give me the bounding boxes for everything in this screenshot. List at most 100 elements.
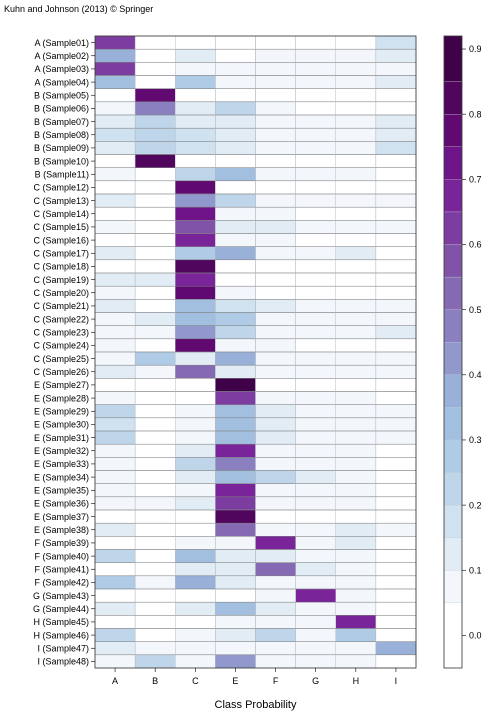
row-label: C (Sample25) [33, 354, 89, 364]
column-label: F [273, 676, 279, 686]
heatmap-cell [134, 536, 176, 550]
heatmap-cell [375, 430, 417, 445]
heatmap-cell [295, 233, 336, 247]
heatmap-cell [134, 154, 176, 168]
heatmap-cell [134, 654, 176, 669]
heatmap-cell [94, 430, 136, 445]
colorbar-swatch [443, 309, 463, 343]
column-label: H [353, 676, 360, 686]
row-label: E (Sample32) [34, 446, 89, 456]
heatmap-cell [175, 457, 216, 471]
heatmap-cell [375, 141, 417, 155]
heatmap-cell [94, 365, 136, 379]
heatmap-cell [175, 286, 216, 300]
heatmap-cell [295, 457, 336, 471]
heatmap-cell [175, 141, 216, 155]
heatmap-cell [295, 641, 336, 655]
colorbar-swatch [443, 472, 463, 506]
row-label: E (Sample36) [34, 499, 89, 509]
colorbar-tick-label: 0.5 [469, 305, 482, 315]
heatmap-cell [134, 338, 176, 353]
heatmap-cell [94, 391, 136, 405]
heatmap-cell [94, 457, 136, 471]
row-label: E (Sample29) [34, 406, 89, 416]
heatmap-cell [295, 588, 336, 603]
heatmap-cell [94, 536, 136, 550]
heatmap-cell [175, 75, 216, 89]
heatmap-cell [215, 325, 256, 339]
heatmap-cell [94, 88, 136, 102]
row-label: G (Sample44) [33, 604, 89, 614]
colorbar-swatch [443, 211, 463, 245]
heatmap-cell [134, 193, 176, 208]
heatmap-cell [295, 286, 336, 300]
heatmap-cell [134, 562, 176, 576]
heatmap-cell [255, 444, 296, 458]
heatmap-cell [375, 49, 417, 63]
colorbar-tick-label: 0.3 [469, 435, 482, 445]
heatmap-cell [335, 299, 377, 313]
row-label: F (Sample39) [34, 538, 89, 548]
heatmap-cell [175, 444, 216, 458]
heatmap-cell [255, 641, 296, 655]
heatmap-cell [335, 180, 377, 195]
row-label: H (Sample46) [33, 630, 89, 640]
row-label: F (Sample42) [34, 578, 89, 588]
heatmap-cell [295, 444, 336, 458]
colorbar-swatch [443, 407, 463, 441]
colorbar-swatch [443, 179, 463, 213]
row-label: B (Sample09) [34, 143, 89, 153]
heatmap-cell [134, 312, 176, 326]
heatmap-cell [375, 417, 417, 432]
colorbar-swatch [443, 537, 463, 571]
heatmap-cell [255, 312, 296, 326]
heatmap-cell [335, 444, 377, 458]
heatmap-cell [255, 602, 296, 616]
heatmap-cell [215, 549, 256, 563]
heatmap-cell [134, 141, 176, 155]
heatmap-cell [134, 641, 176, 655]
heatmap-cell [295, 549, 336, 563]
heatmap-cell [335, 101, 377, 116]
heatmap-cell [215, 246, 256, 260]
colorbar: 0.0 0.1 0.2 0.3 0.4 0.5 0.6 0.7 0.8 0.9 [443, 35, 482, 669]
heatmap-cell [175, 312, 216, 326]
heatmap-cell [175, 575, 216, 590]
heatmap-cell [215, 233, 256, 247]
heatmap-cell [255, 35, 296, 50]
heatmap-cell [134, 628, 176, 642]
heatmap-cell [255, 391, 296, 405]
heatmap-cell [94, 338, 136, 353]
heatmap-cell [134, 365, 176, 379]
heatmap-cell [375, 312, 417, 326]
heatmap-cell [215, 62, 256, 76]
heatmap-cell [295, 417, 336, 432]
row-label: C (Sample13) [33, 196, 89, 206]
heatmap-cell [255, 457, 296, 471]
heatmap-cell [134, 588, 176, 603]
heatmap-cell [94, 378, 136, 392]
heatmap-cell [295, 299, 336, 313]
heatmap-cell [134, 207, 176, 221]
heatmap-cell [215, 207, 256, 221]
heatmap-cell [295, 154, 336, 168]
heatmap-cell [215, 75, 256, 89]
heatmap-cell [255, 549, 296, 563]
heatmap-cell [94, 509, 136, 524]
heatmap-cell [375, 444, 417, 458]
column-label: E [232, 676, 238, 686]
heatmap-cell [255, 141, 296, 155]
heatmap-cell [215, 193, 256, 208]
heatmap-cell [175, 259, 216, 274]
heatmap-cell [175, 404, 216, 418]
heatmap-cell [375, 154, 417, 168]
heatmap-cell [375, 338, 417, 353]
colorbar-swatch [443, 504, 463, 538]
row-label: E (Sample35) [34, 485, 89, 495]
heatmap-cell [295, 325, 336, 339]
heatmap-cell [94, 312, 136, 326]
row-label: E (Sample27) [34, 380, 89, 390]
row-label: F (Sample41) [34, 564, 89, 574]
heatmap-cell [94, 62, 136, 76]
